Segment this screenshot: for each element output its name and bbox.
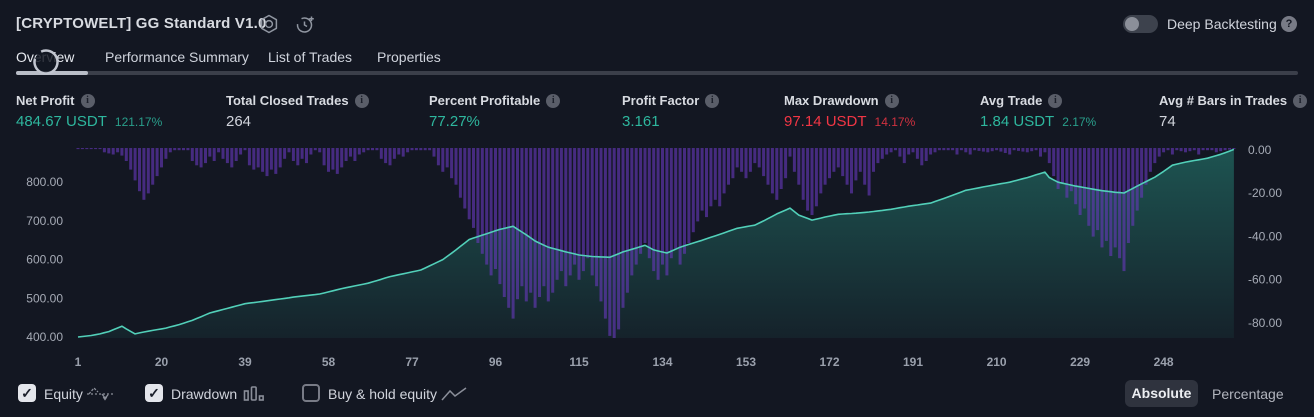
info-icon[interactable]: i <box>546 93 561 108</box>
stat-label: Profit Factor <box>622 93 700 108</box>
stat-label: Net Profit <box>16 93 75 108</box>
y-right-tick: -60.00 <box>1248 273 1282 287</box>
equity-chart[interactable]: 800.00 700.00 600.00 500.00 400.00 0.00 -20.00… <box>0 140 1314 376</box>
drawdown-checkbox-label: Drawdown <box>171 386 238 402</box>
stat-value: 3.161 <box>622 113 660 130</box>
check-icon: ✓ <box>148 385 160 401</box>
x-tick: 172 <box>819 355 839 369</box>
stat-percent: 2.17% <box>1062 115 1097 129</box>
strategy-title: [CRYPTOWELT] GG Standard V1.0 <box>16 15 267 32</box>
y-right-tick: -40.00 <box>1248 229 1282 243</box>
x-tick: 20 <box>155 355 169 369</box>
stat-net-profit: Net Profit i 484.67 USDT 121.17% <box>16 93 162 130</box>
y-left-tick: 700.00 <box>26 214 63 228</box>
alarm-plus-icon[interactable] <box>294 13 316 35</box>
x-tick: 115 <box>569 355 589 369</box>
drawdown-checkbox[interactable]: ✓ <box>145 384 163 402</box>
check-icon: ✓ <box>21 385 33 401</box>
stat-label: Avg Trade <box>980 93 1043 108</box>
info-icon[interactable]: i <box>354 93 369 108</box>
x-tick: 1 <box>75 355 82 369</box>
stat-percent-profitable: Percent Profitable i 77.27% <box>429 93 561 130</box>
gear-icon[interactable] <box>258 13 280 35</box>
y-left-tick: 500.00 <box>26 291 63 305</box>
equity-curve-icon <box>86 385 114 408</box>
y-right-tick: -80.00 <box>1248 316 1282 330</box>
stat-avg-bars-in-trades: Avg # Bars in Trades i 74 <box>1159 93 1308 130</box>
x-tick: 58 <box>322 355 336 369</box>
stat-max-drawdown: Max Drawdown i 97.14 USDT 14.17% <box>784 93 915 130</box>
y-right-tick: 0.00 <box>1248 143 1272 157</box>
stat-value: 264 <box>226 113 252 130</box>
stat-value: 97.14 USDT <box>784 113 867 130</box>
stat-label: Max Drawdown <box>784 93 879 108</box>
deep-backtesting-label: Deep Backtesting <box>1167 16 1277 32</box>
x-tick: 248 <box>1154 355 1174 369</box>
info-icon[interactable]: i <box>705 93 720 108</box>
info-icon[interactable]: i <box>1048 93 1063 108</box>
x-tick: 229 <box>1070 355 1090 369</box>
y-left-tick: 800.00 <box>26 175 63 189</box>
line-chart-icon <box>441 387 467 407</box>
y-right-tick: -20.00 <box>1248 186 1282 200</box>
buy-hold-equity-checkbox-label: Buy & hold equity <box>328 386 437 402</box>
buy-hold-equity-checkbox[interactable] <box>302 384 320 402</box>
stat-percent: 121.17% <box>114 115 163 129</box>
x-tick: 210 <box>987 355 1007 369</box>
x-tick: 134 <box>652 355 672 369</box>
stat-total-closed-trades: Total Closed Trades i 264 <box>226 93 369 130</box>
stat-value: 484.67 USDT <box>16 113 107 130</box>
info-icon[interactable]: i <box>1293 93 1308 108</box>
x-tick: 77 <box>405 355 419 369</box>
equity-checkbox-label: Equity <box>44 386 83 402</box>
tab-list-of-trades[interactable]: List of Trades <box>268 49 353 65</box>
drawdown-bars-icon <box>243 386 265 407</box>
stat-profit-factor: Profit Factor i 3.161 <box>622 93 720 130</box>
toggle-knob <box>1125 17 1139 31</box>
x-tick: 153 <box>736 355 756 369</box>
y-left-tick: 400.00 <box>26 330 63 344</box>
stat-value: 77.27% <box>429 113 480 130</box>
stat-label: Percent Profitable <box>429 93 541 108</box>
stat-avg-trade: Avg Trade i 1.84 USDT 2.17% <box>980 93 1096 130</box>
stat-label: Avg # Bars in Trades <box>1159 93 1288 108</box>
info-icon[interactable]: i <box>884 93 899 108</box>
percentage-mode-button[interactable]: Percentage <box>1212 386 1284 402</box>
stat-percent: 14.17% <box>874 115 916 129</box>
tab-properties[interactable]: Properties <box>377 49 441 65</box>
stat-value: 74 <box>1159 113 1176 130</box>
x-tick: 96 <box>489 355 503 369</box>
y-left-tick: 600.00 <box>26 253 63 267</box>
x-tick: 39 <box>238 355 252 369</box>
x-tick: 191 <box>903 355 923 369</box>
stat-label: Total Closed Trades <box>226 93 349 108</box>
tab-scrollbar-track[interactable] <box>16 71 1298 75</box>
deep-backtesting-toggle[interactable] <box>1123 15 1158 33</box>
tab-performance-summary[interactable]: Performance Summary <box>105 49 249 65</box>
equity-checkbox[interactable]: ✓ <box>18 384 36 402</box>
absolute-mode-button[interactable]: Absolute <box>1125 380 1198 407</box>
loading-spinner-icon <box>32 48 60 76</box>
help-icon[interactable]: ? <box>1281 16 1297 32</box>
stat-value: 1.84 USDT <box>980 113 1055 130</box>
info-icon[interactable]: i <box>80 93 95 108</box>
